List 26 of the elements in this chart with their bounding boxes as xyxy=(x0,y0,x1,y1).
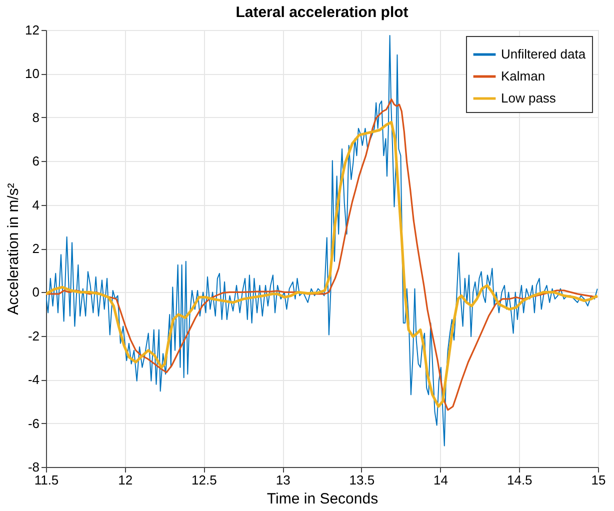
y-tick-label: 4 xyxy=(32,197,40,212)
y-tick-label: 2 xyxy=(32,241,40,256)
x-tick-label: 11.5 xyxy=(34,472,59,488)
y-tick-label: 8 xyxy=(32,110,40,125)
x-tick-label: 13 xyxy=(276,472,290,488)
y-tick-label: 0 xyxy=(32,284,40,300)
legend-label: Low pass xyxy=(501,90,556,106)
y-tick-label: -8 xyxy=(28,460,40,474)
y-tick-label: -6 xyxy=(28,416,40,431)
line-series xyxy=(46,34,598,446)
legend-label: Unfiltered data xyxy=(501,46,586,62)
y-tick-label: 12 xyxy=(25,22,40,38)
legend-label: Kalman xyxy=(501,68,546,84)
y-tick-label: -2 xyxy=(28,328,40,344)
y-tick-label: 10 xyxy=(25,66,40,82)
y-tick-label: -4 xyxy=(28,372,40,388)
x-axis-title: Time in Seconds xyxy=(266,490,378,508)
x-tick-label: 12.5 xyxy=(192,472,217,488)
chart-title: Lateral acceleration plot xyxy=(236,4,408,21)
y-tick-label: 6 xyxy=(32,154,40,169)
y-axis-title: Acceleration in m/s² xyxy=(5,183,22,315)
x-tick-label: 12 xyxy=(118,472,133,488)
x-tick-label: 14.5 xyxy=(506,472,532,488)
x-tick-label: 14 xyxy=(434,472,448,488)
x-tick-label: 13.5 xyxy=(349,472,375,488)
x-tick-label: 15 xyxy=(591,472,606,488)
